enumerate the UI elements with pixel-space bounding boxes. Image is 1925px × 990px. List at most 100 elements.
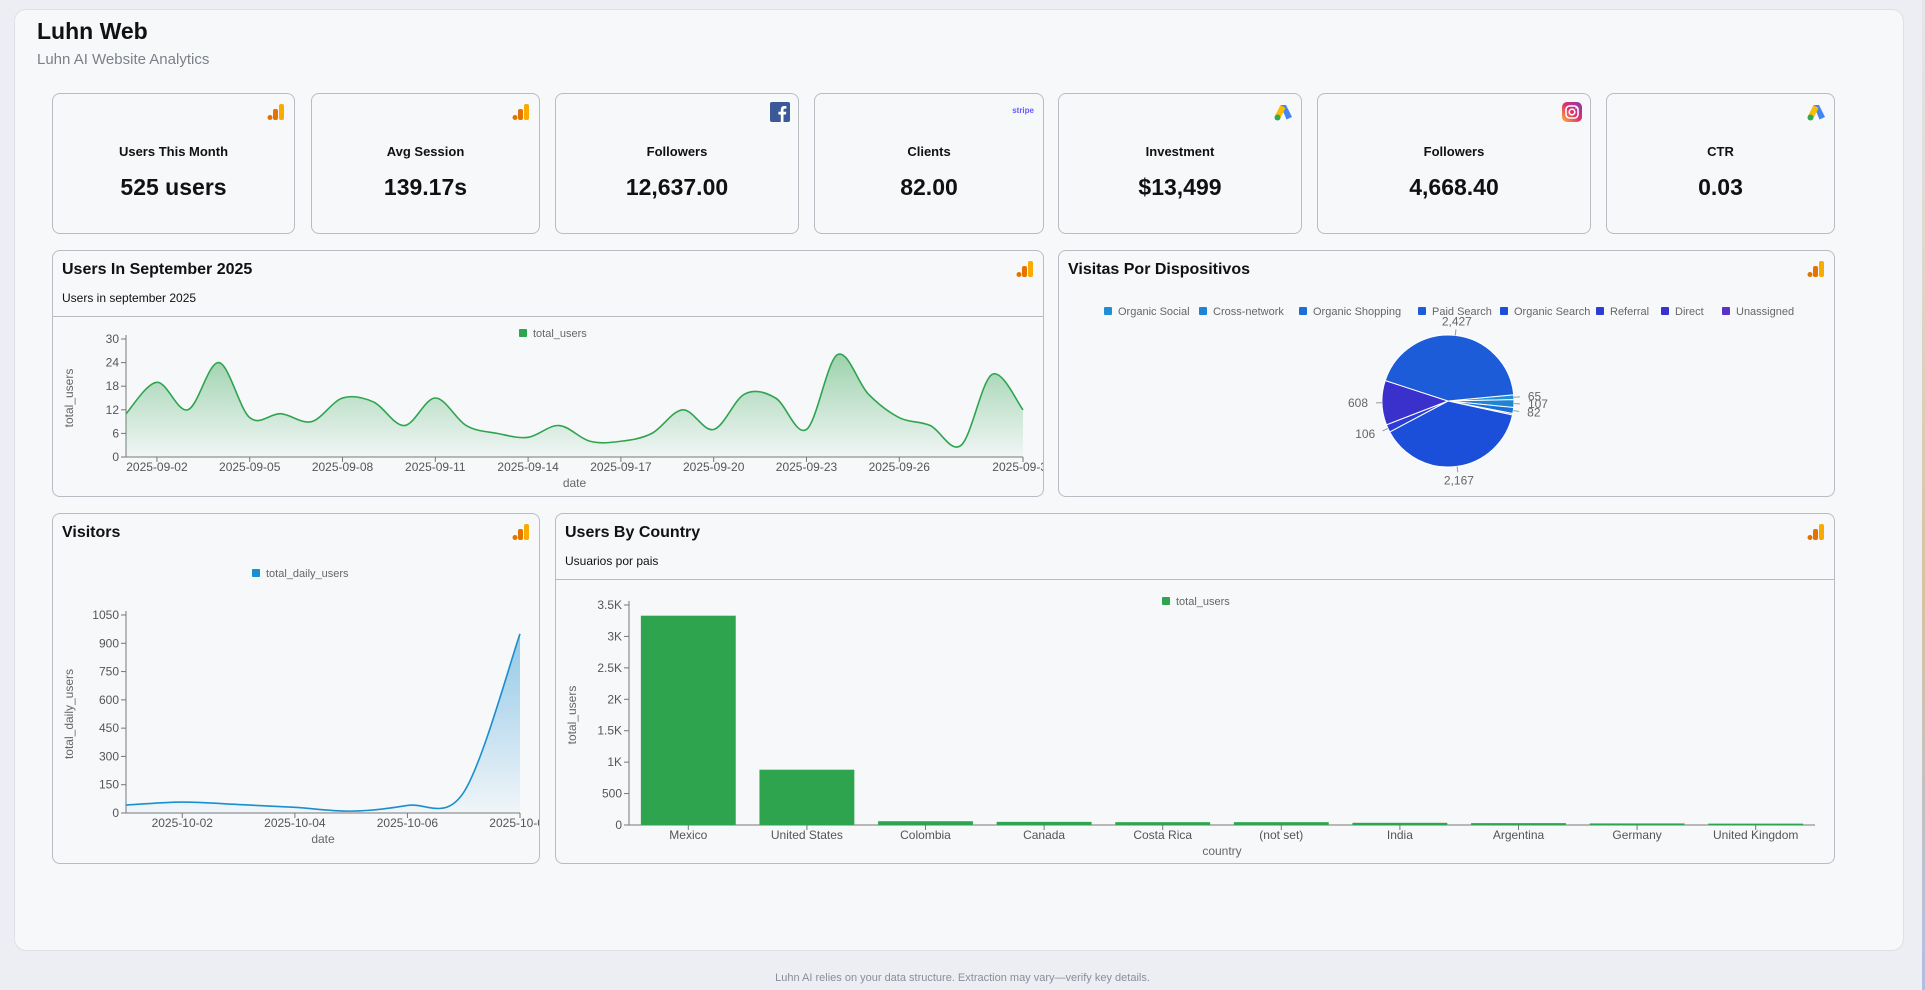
y-tick-label: 3K: [607, 629, 622, 643]
x-tick-label: 2025-09-11: [405, 460, 466, 474]
x-tick-label: 2025-09-30: [992, 460, 1043, 474]
google-ads-icon: [1806, 102, 1826, 122]
x-tick-label: Costa Rica: [1133, 828, 1192, 842]
series-line: [125, 633, 521, 812]
legend-swatch: [1162, 597, 1170, 605]
kpi-label: Followers: [646, 144, 708, 159]
x-tick-label: 2025-10-04: [264, 816, 326, 830]
area-fill: [126, 354, 1023, 457]
x-tick-label: 2025-09-08: [312, 460, 374, 474]
legend-label: total_users: [1176, 596, 1230, 608]
y-tick-label: 500: [602, 787, 622, 801]
y-tick-label: 1050: [92, 608, 119, 622]
page-scrollbar[interactable]: [1922, 0, 1925, 990]
x-tick-label: 2025-09-20: [683, 460, 745, 474]
y-tick-label: 1K: [607, 755, 622, 769]
kpi-value: 139.17s: [383, 174, 468, 200]
stripe-icon: stripe: [1012, 106, 1034, 115]
area-fill: [126, 633, 520, 813]
legend-swatch: [1500, 307, 1508, 315]
panel-title: Users In September 2025: [62, 261, 253, 278]
pie-data-label: 2,167: [1444, 473, 1474, 487]
bar: [1589, 823, 1685, 825]
legend-label: total_users: [533, 328, 587, 340]
kpi-value: 0.03: [1698, 174, 1743, 200]
google-ads-icon: [1273, 102, 1293, 122]
pie-slice: [1389, 400, 1514, 468]
facebook-icon: [770, 102, 790, 122]
google-analytics-icon: [1015, 259, 1035, 279]
legend-label: Direct: [1675, 306, 1704, 318]
kpi-label: CTR: [1707, 144, 1734, 159]
bar: [759, 769, 855, 825]
pie-label-leader: [1513, 410, 1520, 412]
kpi-label: Avg Session: [386, 144, 465, 159]
kpi-card[interactable]: Users This Month 525 users: [52, 93, 295, 234]
pie-label-leader: [1456, 466, 1459, 473]
bar: [996, 821, 1092, 825]
kpi-card[interactable]: Followers 4,668.40: [1317, 93, 1591, 234]
legend-label: Cross-network: [1213, 306, 1284, 318]
y-tick-label: 0: [615, 818, 622, 832]
bar: [1352, 822, 1448, 825]
panel-title: Visitas Por Dispositivos: [1068, 261, 1250, 278]
pie-data-label: 107: [1528, 397, 1548, 411]
y-tick-label: 12: [106, 403, 120, 417]
bar: [878, 821, 973, 825]
kpi-card[interactable]: CTR 0.03: [1606, 93, 1835, 234]
y-tick-label: 450: [99, 721, 119, 735]
x-tick-label: (not set): [1259, 828, 1303, 842]
x-tick-label: 2025-10-08: [489, 816, 539, 830]
y-tick-label: 2K: [607, 692, 622, 706]
pie-data-label: 82: [1527, 406, 1541, 420]
legend-swatch: [519, 329, 527, 337]
x-tick-label: 2025-09-17: [590, 460, 652, 474]
y-axis-title: total_daily_users: [62, 669, 76, 759]
instagram-icon: [1562, 102, 1582, 122]
x-tick-label: 2025-09-26: [869, 460, 931, 474]
x-tick-label: Argentina: [1493, 828, 1545, 842]
y-tick-label: 900: [99, 636, 119, 650]
y-tick-label: 750: [99, 665, 119, 679]
stripe-wordmark: stripe: [1012, 106, 1034, 115]
x-tick-label: Canada: [1023, 828, 1065, 842]
y-axis-title: total_users: [62, 369, 76, 428]
x-tick-label: 2025-09-23: [776, 460, 838, 474]
pie-label-leader: [1454, 329, 1457, 336]
kpi-card[interactable]: Followers 12,637.00: [555, 93, 799, 234]
kpi-value: $13,499: [1138, 174, 1222, 200]
kpi-value: 525 users: [120, 174, 227, 200]
y-tick-label: 300: [99, 749, 119, 763]
y-tick-label: 3.5K: [597, 598, 622, 612]
x-tick-label: United States: [771, 828, 843, 842]
legend-label: Organic Social: [1118, 306, 1190, 318]
google-analytics-icon: [266, 102, 286, 122]
y-tick-label: 24: [106, 356, 120, 370]
kpi-card[interactable]: Investment $13,499: [1058, 93, 1302, 234]
bar: [1471, 823, 1566, 825]
y-tick-label: 2.5K: [597, 661, 622, 675]
footer-disclaimer: Luhn AI relies on your data structure. E…: [775, 972, 1150, 984]
x-tick-label: United Kingdom: [1713, 828, 1798, 842]
kpi-value: 82.00: [900, 174, 958, 200]
users-september-chart: total_users 0 6 12 18 24 30 2025-09-02 2025-09-0…: [62, 328, 1043, 490]
users-september-panel[interactable]: Users In September 2025 Users in septemb…: [52, 250, 1044, 497]
x-tick-label: 2025-10-06: [377, 816, 439, 830]
devices-panel[interactable]: Visitas Por Dispositivos Organic Social C…: [1058, 250, 1835, 497]
x-tick-label: Germany: [1612, 828, 1661, 842]
kpi-card[interactable]: stripe Clients 82.00: [814, 93, 1044, 234]
y-tick-label: 30: [106, 332, 120, 346]
visitors-panel[interactable]: Visitors total_daily_users 0 150 300 450 600 7…: [52, 513, 540, 864]
visitors-chart: total_daily_users 0 150 300 450 600 750 900 1050…: [62, 568, 539, 846]
series-line: [125, 353, 1024, 448]
legend-label: Organic Search: [1514, 306, 1590, 318]
users-by-country-panel[interactable]: Users By Country Usuarios por pais total…: [555, 513, 1835, 864]
bar: [1233, 822, 1329, 825]
page-subtitle: Luhn AI Website Analytics: [37, 51, 210, 68]
pie-label-leader: [1382, 427, 1389, 432]
kpi-card[interactable]: Avg Session 139.17s: [311, 93, 540, 234]
x-tick-label: 2025-10-02: [152, 816, 214, 830]
panel-divider: [556, 579, 1834, 580]
legend-swatch: [1418, 307, 1426, 315]
pie-data-label: 65: [1528, 389, 1542, 403]
